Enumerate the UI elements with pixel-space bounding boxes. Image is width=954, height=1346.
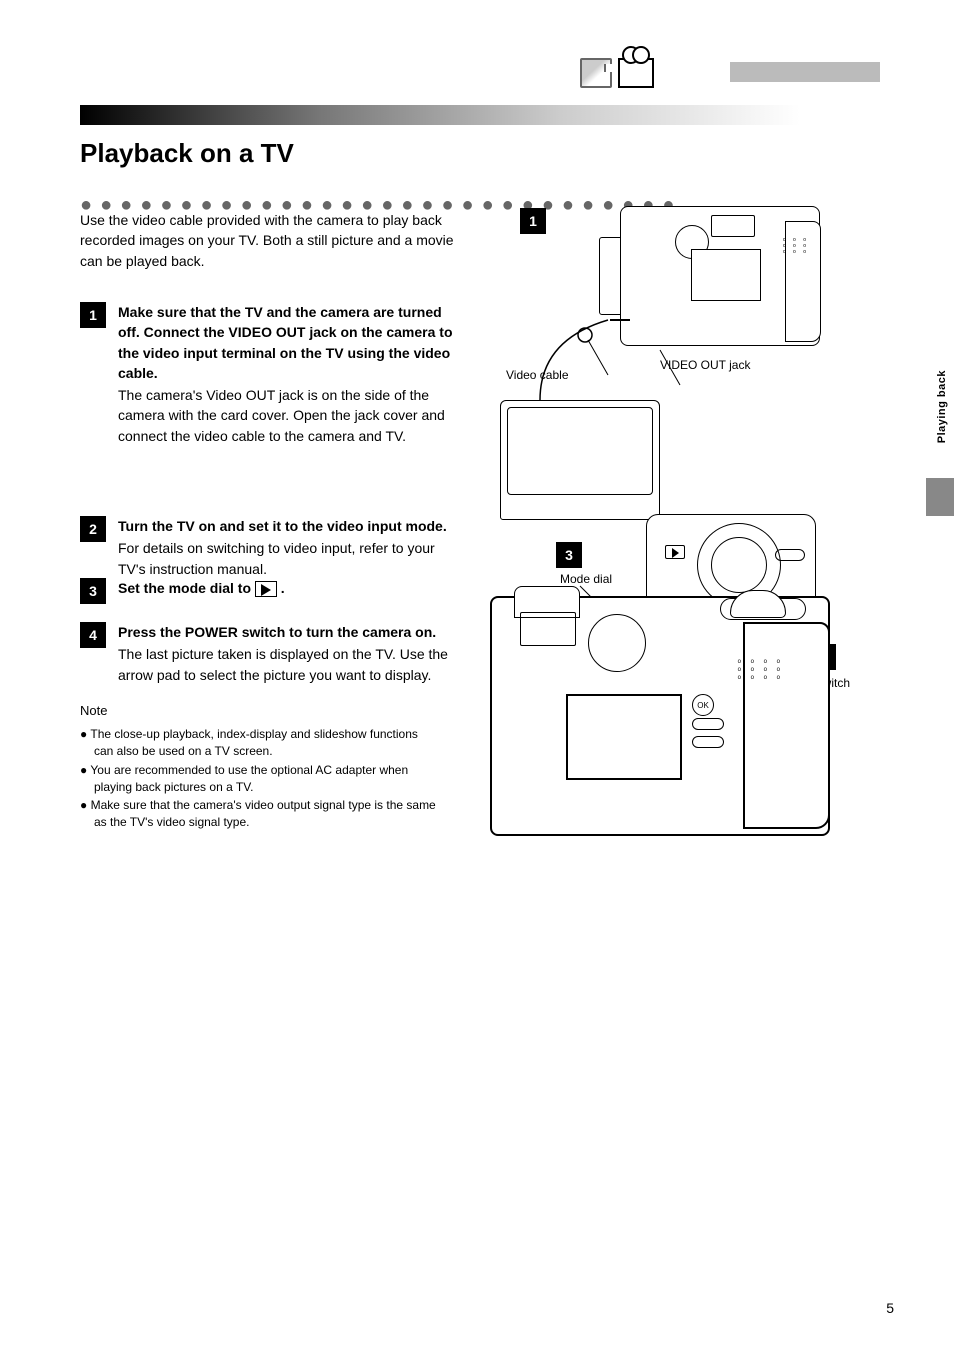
note-item: The close-up playback, index-display and…: [80, 726, 440, 760]
jack-label: VIDEO OUT jack: [660, 358, 750, 372]
step-text: Set the mode dial to .: [118, 578, 458, 604]
callout-3: 3: [556, 542, 582, 568]
tv-illustration: [500, 400, 660, 520]
card-icon: [580, 58, 612, 88]
camera-back-illustration-2: OK o o o oo o o oo o o o: [490, 596, 830, 836]
camera-viewfinder: [711, 215, 755, 237]
intro-text: Use the video cable provided with the ca…: [80, 210, 460, 271]
note-item: Make sure that the camera's video output…: [80, 797, 440, 831]
camera-arrow-pad: [588, 614, 646, 672]
step-number: 3: [80, 578, 106, 604]
step-text: Make sure that the TV and the camera are…: [118, 302, 458, 446]
step-3: 3 Set the mode dial to .: [80, 578, 458, 604]
callout-1: 1: [520, 208, 546, 234]
tv-screen: [507, 407, 653, 495]
camera-buttons: [692, 718, 724, 754]
step-subtext: For details on switching to video input,…: [118, 538, 458, 579]
tv-body: [500, 400, 660, 520]
step-text: Turn the TV on and set it to the video i…: [118, 516, 458, 579]
step-number: 4: [80, 622, 106, 648]
dial-play-icon: [665, 545, 685, 559]
chapter-tab-label: Playing back: [936, 370, 948, 443]
step-title: Turn the TV on and set it to the video i…: [118, 518, 447, 534]
movie-camera-icon: [618, 58, 654, 88]
play-icon: [255, 581, 277, 597]
step-2: 2 Turn the TV on and set it to the video…: [80, 516, 458, 579]
camera-viewfinder: [520, 612, 576, 646]
step-title-post: .: [281, 580, 285, 596]
step-1: 1 Make sure that the TV and the camera a…: [80, 302, 458, 446]
cable-label: Video cable: [506, 368, 569, 382]
camera-lcd: [691, 249, 761, 301]
camera-body: OK o o o oo o o oo o o o: [490, 596, 830, 836]
note-title: Note: [80, 702, 440, 720]
chapter-tab: [926, 478, 954, 516]
header-bar: [730, 62, 880, 82]
step-subtext: The last picture taken is displayed on t…: [118, 644, 458, 685]
step-subtext: The camera's Video OUT jack is on the si…: [118, 385, 458, 446]
camera-speaker-holes: o o oo o oo o o: [783, 237, 809, 255]
step-title: Press the POWER switch to turn the camer…: [118, 624, 436, 640]
step-title-pre: Set the mode dial to: [118, 580, 255, 596]
note-item: You are recommended to use the optional …: [80, 762, 440, 796]
step-text: Press the POWER switch to turn the camer…: [118, 622, 458, 685]
camera-lcd: [566, 694, 682, 780]
camera-ok-button: OK: [692, 694, 714, 716]
step-title: Make sure that the TV and the camera are…: [118, 304, 453, 381]
step-4: 4 Press the POWER switch to turn the cam…: [80, 622, 458, 685]
camera-speaker-holes: o o o oo o o oo o o o: [738, 658, 784, 682]
header-mode-icons: [580, 58, 654, 88]
step-number: 2: [80, 516, 106, 542]
camera-grip: [743, 622, 830, 830]
step-number: 1: [80, 302, 106, 328]
dial-power-switch: [775, 549, 805, 561]
note-list: The close-up playback, index-display and…: [80, 726, 440, 831]
page-number: 5: [886, 1300, 894, 1316]
page-title: Playback on a TV: [80, 138, 294, 169]
note-block: Note The close-up playback, index-displa…: [80, 702, 440, 833]
section-bar: [80, 105, 880, 125]
